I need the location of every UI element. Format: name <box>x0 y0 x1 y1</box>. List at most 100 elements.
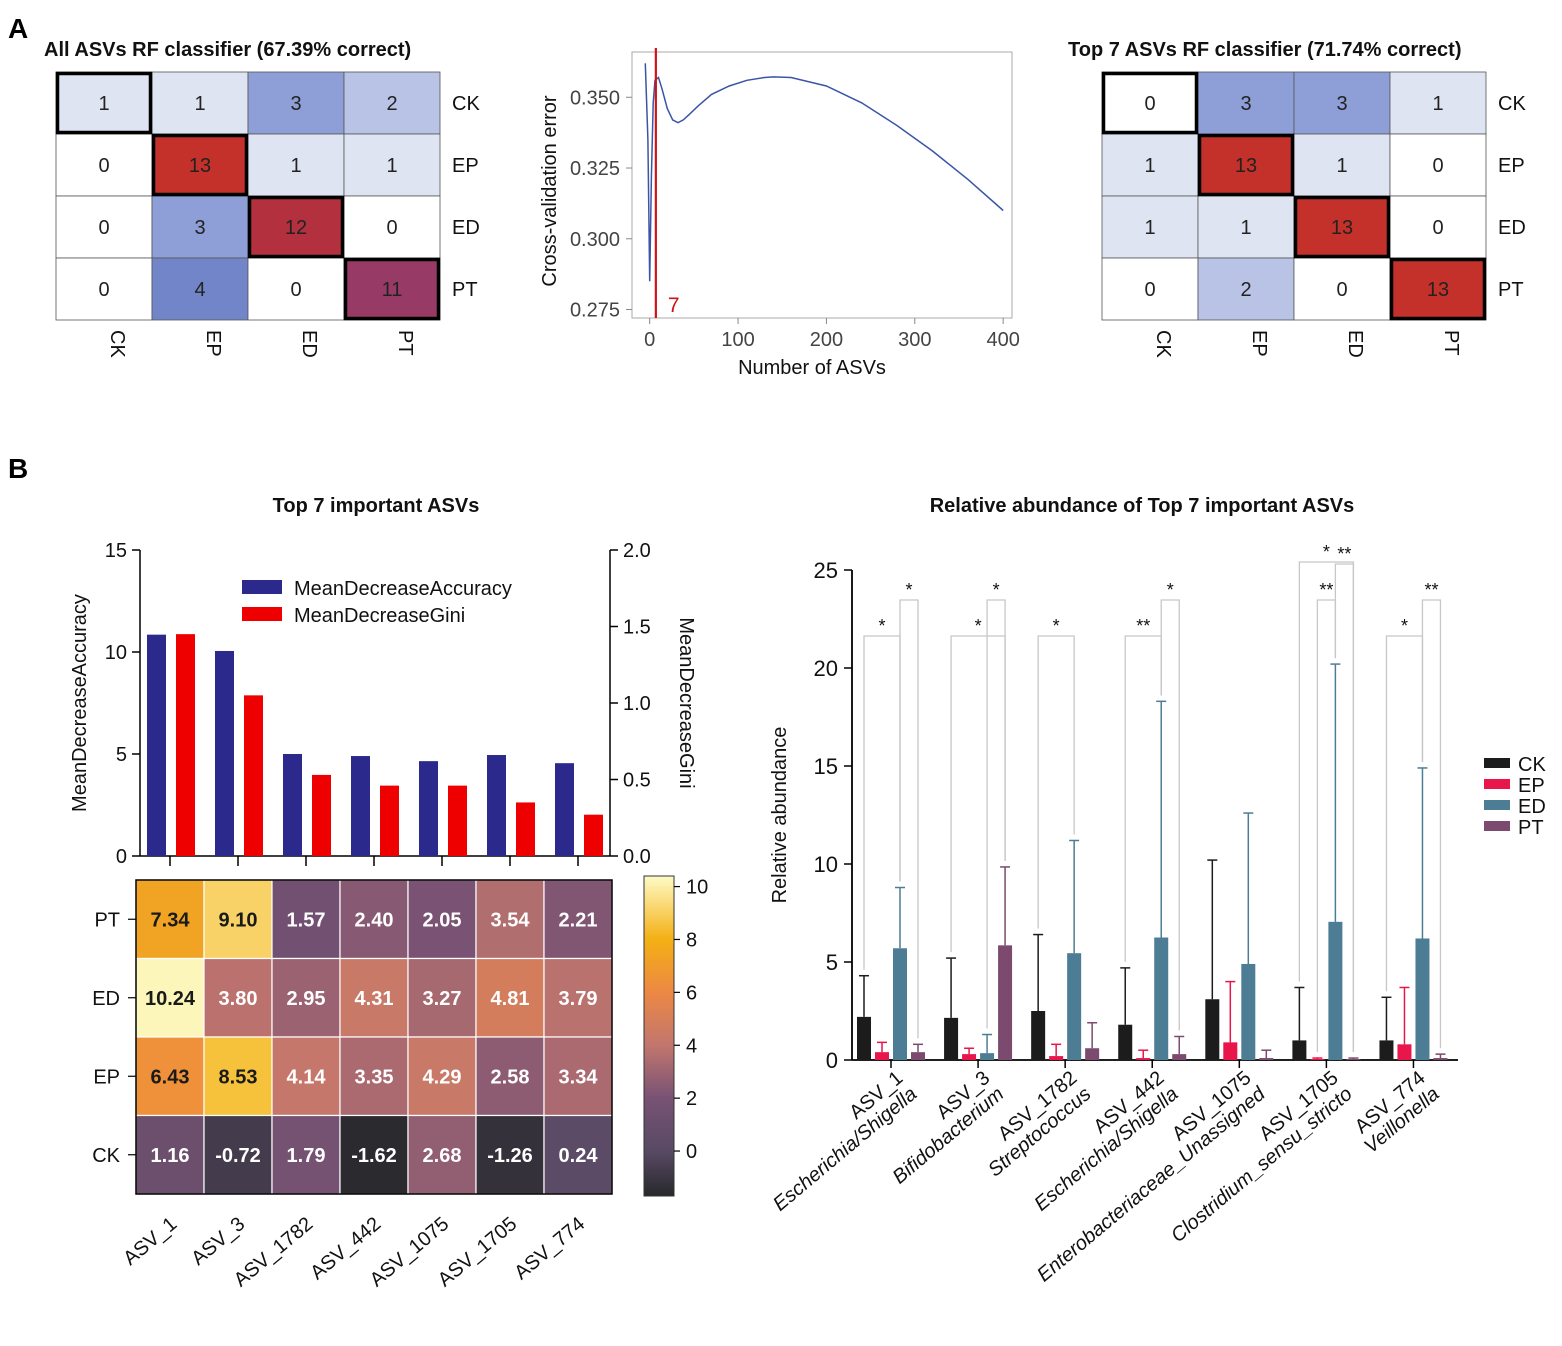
matrix-diagonal-border <box>1293 195 1391 259</box>
heatmap-cell-value: 4.81 <box>491 988 530 1010</box>
matrix-cell <box>1197 195 1295 259</box>
legend-swatch <box>242 607 282 621</box>
matrix-diagonal-border <box>151 133 249 197</box>
plot-frame <box>631 51 1013 319</box>
matrix-cell-value: 0 <box>1336 279 1347 301</box>
significance-label: * <box>878 616 885 636</box>
heatmap-cell-value: 6.43 <box>151 1066 190 1088</box>
abundance-bar <box>857 1016 871 1060</box>
matrix-cell-value: 1 <box>1432 93 1443 115</box>
gini-bar <box>244 695 263 856</box>
matrix-cell-value: 13 <box>1235 155 1257 177</box>
heatmap-cell-value: 4.31 <box>355 988 394 1010</box>
heatmap-cell-value: 3.80 <box>219 988 258 1010</box>
matrix-cell-value: 1 <box>290 155 301 177</box>
optimal-asv-marker-label: 7 <box>668 294 680 317</box>
heatmap-cell-value: 8.53 <box>219 1066 258 1088</box>
matrix-row-label: ED <box>452 217 480 239</box>
gini-bar <box>516 802 535 856</box>
gini-bar <box>448 785 467 856</box>
matrix-cell-value: 0 <box>98 279 109 301</box>
matrix-cell-value: 12 <box>285 217 307 239</box>
matrix-cell-value: 0 <box>98 155 109 177</box>
significance-bracket <box>1037 635 1075 929</box>
heatmap-cell-value: 1.57 <box>287 909 326 931</box>
colorbar-tick-label: 4 <box>686 1035 697 1057</box>
y-tick-label: 5 <box>116 744 127 766</box>
matrix-cell-value: 1 <box>98 93 109 115</box>
heatmap-cell-value: 1.79 <box>287 1145 326 1167</box>
y-axis-title: Relative abundance <box>769 727 791 904</box>
matrix-cell <box>1389 71 1487 135</box>
matrix-cell-value: 4 <box>194 279 205 301</box>
significance-label: * <box>1323 542 1330 562</box>
heatmap-cell-value: 10.24 <box>145 988 196 1010</box>
cross-validation-error-chart: 0 100 200 300 400 0.275 0.300 0.325 0.350 7 Number… <box>539 48 1020 379</box>
abundance-bar <box>1259 1058 1274 1060</box>
y-axis-title: MeanDecreaseAccuracy <box>69 594 91 812</box>
significance-label: * <box>993 580 1000 600</box>
abundance-bar <box>1292 1040 1307 1060</box>
heatmap-cell <box>203 1114 273 1195</box>
accuracy-bar <box>555 763 574 856</box>
chart-title: Relative abundance of Top 7 important AS… <box>930 495 1355 517</box>
matrix-cell-value: 13 <box>1427 279 1449 301</box>
matrix-cell <box>1389 195 1487 259</box>
matrix-cell <box>55 257 153 321</box>
heatmap-cell-value: 4.29 <box>423 1066 462 1088</box>
abundance-bar <box>1067 953 1082 1060</box>
accuracy-bar <box>147 634 166 856</box>
x-tick-label: 300 <box>898 329 931 351</box>
matrix-cell <box>1101 257 1199 321</box>
colorbar <box>643 875 675 1197</box>
abundance-bar <box>1172 1054 1187 1060</box>
y-tick-label: 0.325 <box>570 158 620 180</box>
heatmap-cell-value: 2.05 <box>423 909 462 931</box>
y-right-tick-label: 2.0 <box>623 540 651 562</box>
legend-label: CK <box>1518 754 1546 776</box>
matrix-col-label: ED <box>1344 330 1366 358</box>
significance-label: * <box>905 580 912 600</box>
significance-label: ** <box>1424 580 1438 600</box>
matrix-row-label: CK <box>452 93 480 115</box>
colorbar-tick-label: 8 <box>686 929 697 951</box>
matrix-cell <box>247 71 345 135</box>
heatmap-cell-value: 2.21 <box>559 909 598 931</box>
matrix-cell-value: 13 <box>1331 217 1353 239</box>
x-tick-label: 0 <box>644 329 655 351</box>
matrix-col-label: PT <box>394 330 416 356</box>
heatmap-cell-value: -1.26 <box>487 1145 533 1167</box>
legend-swatch <box>1484 779 1510 789</box>
matrix-cell <box>1293 133 1391 197</box>
heatmap-cell-value: 3.35 <box>355 1066 394 1088</box>
x-taxon-label: Escherichia/Shigella <box>769 1083 921 1216</box>
matrix-col-label: EP <box>1248 330 1270 357</box>
heatmap-cell <box>543 879 613 960</box>
y-tick-label: 15 <box>814 754 838 779</box>
legend-swatch <box>1484 800 1510 810</box>
heatmap-cell <box>475 1036 545 1117</box>
matrix-cell-value: 0 <box>98 217 109 239</box>
significance-bracket <box>950 635 1006 953</box>
heatmap-cell-value: 3.79 <box>559 988 598 1010</box>
heatmap-row-label: ED <box>92 988 120 1010</box>
y-tick-label: 0.350 <box>570 87 620 109</box>
cv-error-line <box>644 63 1004 282</box>
abundance-bar <box>944 1017 959 1060</box>
abundance-bar <box>1433 1058 1448 1060</box>
heatmap-cell-value: -0.72 <box>215 1145 261 1167</box>
gini-bar <box>380 785 399 856</box>
matrix-cell <box>1101 71 1199 135</box>
matrix-cell-value: 1 <box>1336 155 1347 177</box>
heatmap-cell-value: 3.34 <box>559 1066 599 1088</box>
legend-label: PT <box>1518 817 1544 839</box>
matrix-cell-value: 13 <box>189 155 211 177</box>
legend-label: EP <box>1518 775 1545 797</box>
y-tick-label: 10 <box>105 642 127 664</box>
matrix-cell <box>55 133 153 197</box>
chart-title: Top 7 important ASVs <box>273 495 480 517</box>
legend-swatch <box>1484 758 1510 768</box>
y-tick-label: 20 <box>814 656 838 681</box>
matrix-cell-value: 3 <box>194 217 205 239</box>
matrix-diagonal-border <box>1101 71 1199 135</box>
